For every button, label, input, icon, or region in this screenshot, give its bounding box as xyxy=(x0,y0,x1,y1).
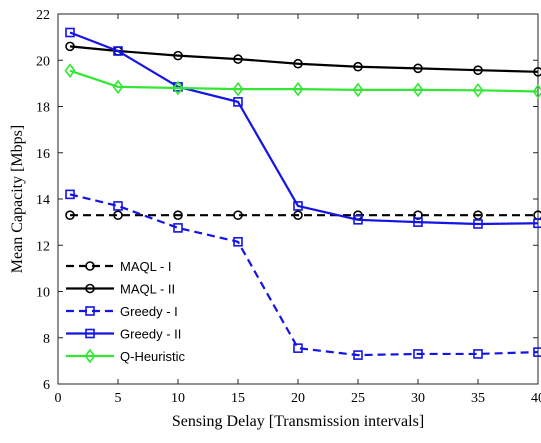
legend-label: Greedy - I xyxy=(120,304,178,319)
data-point xyxy=(533,218,541,229)
data-point xyxy=(172,80,184,96)
data-point xyxy=(353,350,363,360)
legend-item: MAQL - I xyxy=(66,259,172,274)
legend-marker xyxy=(85,283,95,294)
legend-label: MAQL - II xyxy=(120,282,175,297)
y-tick-label: 22 xyxy=(36,8,50,23)
x-tick-label: 5 xyxy=(115,391,122,406)
series-line xyxy=(69,69,539,93)
x-tick-label: 25 xyxy=(351,391,365,406)
data-point xyxy=(293,343,303,353)
legend-marker xyxy=(85,328,95,339)
legend-marker xyxy=(84,348,96,364)
data-point xyxy=(233,210,243,220)
data-point xyxy=(113,210,123,220)
data-point xyxy=(65,210,75,220)
data-point xyxy=(352,82,364,98)
data-point xyxy=(533,347,541,357)
data-point xyxy=(113,201,123,211)
series-line xyxy=(69,45,539,73)
data-point xyxy=(413,63,423,74)
legend-item: Q-Heuristic xyxy=(66,348,186,364)
x-axis-label: Sensing Delay [Transmission intervals] xyxy=(172,413,424,430)
series-line xyxy=(69,193,539,357)
data-point xyxy=(533,67,541,77)
data-point xyxy=(233,236,243,247)
series-q-heuristic xyxy=(64,63,541,99)
legend-item: MAQL - II xyxy=(66,282,175,297)
data-point xyxy=(413,349,423,359)
legend-item: Greedy - I xyxy=(66,304,178,319)
y-tick-label: 20 xyxy=(36,54,50,69)
data-point xyxy=(473,65,483,75)
y-tick-label: 18 xyxy=(36,101,50,116)
data-point xyxy=(112,79,124,95)
data-point xyxy=(412,82,424,98)
series-greedy-i xyxy=(65,189,541,360)
data-point xyxy=(413,210,423,220)
legend-item: Greedy - II xyxy=(66,327,181,342)
x-tick-label: 30 xyxy=(411,391,425,406)
y-tick-label: 14 xyxy=(36,193,50,208)
y-tick-label: 6 xyxy=(43,378,50,393)
legend-label: Q-Heuristic xyxy=(120,349,186,364)
y-axis-label: Mean Capacity [Mbps] xyxy=(9,125,26,273)
data-point xyxy=(233,54,243,64)
y-tick-label: 12 xyxy=(36,239,50,254)
y-tick-label: 10 xyxy=(36,286,50,301)
legend-label: Greedy - II xyxy=(120,327,181,342)
data-point xyxy=(293,58,303,69)
data-point xyxy=(233,97,243,107)
data-point xyxy=(65,41,75,52)
data-point xyxy=(65,27,75,38)
data-point xyxy=(173,210,183,220)
series-line xyxy=(69,31,539,226)
data-point xyxy=(293,210,303,220)
plot-area xyxy=(57,13,539,385)
x-tick-label: 0 xyxy=(55,391,62,406)
x-tick-label: 15 xyxy=(231,391,245,406)
x-tick-label: 20 xyxy=(291,391,305,406)
x-tick-label: 35 xyxy=(471,391,485,406)
data-point xyxy=(532,84,541,99)
data-point xyxy=(353,215,363,225)
data-point xyxy=(173,223,183,233)
legend-marker xyxy=(85,306,95,316)
data-point xyxy=(292,81,304,97)
data-point xyxy=(64,63,76,78)
series-maql-ii xyxy=(65,41,541,77)
legend-marker xyxy=(85,261,95,271)
data-point xyxy=(473,349,483,359)
data-point xyxy=(293,201,303,211)
data-point xyxy=(113,46,123,56)
legend-label: MAQL - I xyxy=(120,259,172,274)
data-point xyxy=(232,81,244,97)
data-point xyxy=(473,219,483,229)
x-tick-label: 10 xyxy=(171,391,185,406)
data-point xyxy=(353,61,363,72)
data-point xyxy=(173,50,183,61)
y-tick-label: 16 xyxy=(36,147,50,162)
x-tick-label: 40 xyxy=(531,391,541,406)
data-point xyxy=(472,82,484,98)
y-tick-label: 8 xyxy=(43,332,50,347)
data-point xyxy=(413,217,423,227)
data-point xyxy=(65,189,75,200)
